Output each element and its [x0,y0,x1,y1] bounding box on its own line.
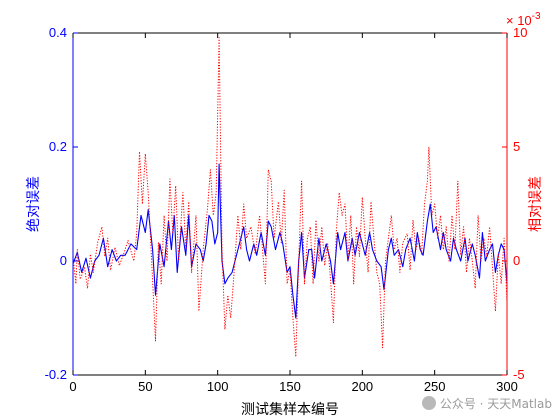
x-tick-label: 250 [424,379,446,394]
series-line-absolute-error [72,163,508,319]
labels-layer: 测试集样本编号 绝对误差 相对误差 × 10-3 [26,11,544,418]
x-tick-label: 200 [351,379,373,394]
y-left-tick-label: 0.4 [49,25,67,40]
y-right-tick-label: 10 [513,25,527,40]
series-layer [72,37,508,358]
x-tick-label: 150 [279,379,301,394]
watermark: 公众号 · 天天Matlab [421,395,552,412]
series-line-relative-error [72,37,508,358]
y-right-tick-label: 5 [513,139,520,154]
y-axis-left-label: 绝对误差 [26,176,42,232]
y-right-tick-label: 0 [513,253,520,268]
y-left-tick-label: 0 [60,253,67,268]
x-tick-label: 0 [69,379,76,394]
right-axis-exponent-base: × 10 [506,13,532,28]
right-axis-exponent-power: -3 [532,11,541,22]
x-axis-label: 测试集样本编号 [241,401,339,418]
watermark-text: 公众号 · 天天Matlab [439,397,552,411]
y-left-tick-label: 0.2 [49,139,67,154]
y-left-tick-label: -0.2 [45,367,67,382]
right-axis-exponent: × 10-3 [506,11,541,28]
x-tick-label: 100 [207,379,229,394]
y-axis-right-label: 相对误差 [528,176,544,232]
x-tick-label: 50 [138,379,152,394]
y-right-tick-label: -5 [513,367,525,382]
wechat-icon [421,396,436,410]
x-tick-label: 300 [496,379,518,394]
